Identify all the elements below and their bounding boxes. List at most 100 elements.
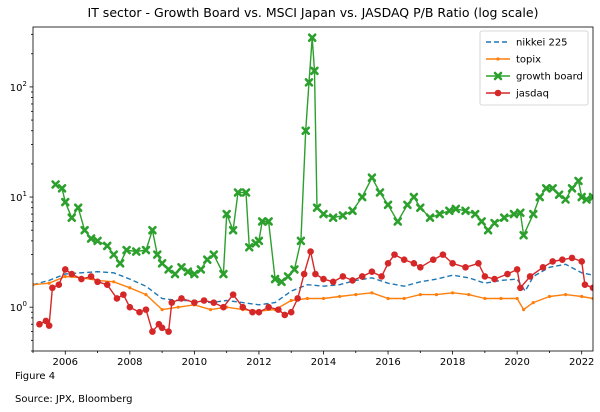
source-note: Source: JPX, Bloomberg <box>15 394 133 405</box>
data-point <box>78 275 85 283</box>
data-point <box>541 184 551 193</box>
data-point <box>559 256 566 263</box>
data-point <box>312 270 319 278</box>
data-point <box>103 281 111 288</box>
data-point <box>112 280 116 284</box>
data-point <box>287 308 295 316</box>
x-tick-label: 2014 <box>311 357 336 368</box>
legend-label: jasdaq <box>515 89 549 100</box>
figure-caption: Figure 4 <box>15 371 56 382</box>
data-point <box>290 265 299 274</box>
data-point <box>393 217 403 226</box>
data-point <box>122 245 131 255</box>
data-point <box>115 259 125 268</box>
data-point <box>305 296 309 301</box>
data-point <box>338 211 348 220</box>
data-point <box>304 78 314 87</box>
data-point <box>461 206 470 216</box>
data-point <box>481 273 489 280</box>
data-point <box>270 274 280 284</box>
data-point <box>391 251 398 258</box>
data-point <box>177 263 186 272</box>
data-point <box>233 188 243 197</box>
data-point <box>516 208 525 218</box>
data-point <box>265 303 272 311</box>
data-point <box>475 260 482 267</box>
series-line <box>33 263 593 306</box>
data-point <box>321 296 326 301</box>
x-tick-label: 2018 <box>440 357 465 368</box>
data-point <box>254 236 264 246</box>
data-point <box>191 299 198 306</box>
data-point <box>219 269 228 279</box>
data-point <box>55 281 63 288</box>
series-topix <box>33 274 593 313</box>
data-point <box>249 308 256 316</box>
data-point <box>528 209 538 219</box>
data-point <box>61 266 69 273</box>
plot-frame <box>32 26 594 352</box>
data-point <box>289 298 293 303</box>
data-point <box>283 272 293 281</box>
data-point <box>477 217 486 226</box>
data-point <box>87 273 95 280</box>
data-point <box>255 308 263 316</box>
data-point <box>449 260 456 267</box>
data-point <box>307 248 314 255</box>
data-point <box>383 200 393 210</box>
chart-title: IT sector - Growth Board vs. MSCI Japan … <box>88 5 539 20</box>
data-point <box>277 277 286 287</box>
data-point <box>526 273 534 280</box>
data-point <box>370 291 374 295</box>
data-point <box>515 296 519 301</box>
legend-label: growth board <box>516 72 583 83</box>
data-point <box>47 281 51 285</box>
x-tick-label: 2006 <box>53 357 78 368</box>
data-point <box>339 273 347 280</box>
data-point <box>348 206 357 216</box>
data-point <box>136 308 143 316</box>
x-axis: 2006 2008 2010 2012 2014 2016 2018 2020 2022 <box>32 351 594 368</box>
data-point <box>296 236 306 246</box>
series-nikkei-225 <box>33 263 593 306</box>
data-point <box>176 305 180 309</box>
data-point <box>239 303 247 311</box>
data-point <box>582 195 591 204</box>
legend-label: nikkei 225 <box>516 38 568 49</box>
data-point <box>563 293 568 297</box>
data-point <box>328 213 338 222</box>
data-point <box>548 184 557 193</box>
data-point <box>67 213 77 222</box>
data-point <box>400 256 408 263</box>
data-point <box>264 217 273 226</box>
data-point <box>202 255 212 264</box>
data-point <box>257 217 267 226</box>
data-point <box>522 308 526 312</box>
data-point <box>300 270 308 278</box>
data-point <box>378 273 385 280</box>
data-point <box>208 308 213 312</box>
x-tick-label: 2016 <box>375 357 400 368</box>
data-point <box>519 230 528 240</box>
data-point <box>513 266 521 273</box>
legend-marker <box>493 71 503 81</box>
data-point <box>418 293 422 297</box>
data-point <box>178 295 185 302</box>
data-point <box>222 209 231 219</box>
data-point <box>86 234 96 243</box>
data-point <box>275 306 282 313</box>
data-point <box>409 192 419 202</box>
data-point <box>148 225 157 235</box>
data-point <box>319 209 328 219</box>
data-point <box>403 200 412 210</box>
data-point <box>165 328 172 335</box>
data-point <box>509 209 519 219</box>
data-point <box>57 184 67 193</box>
data-point <box>126 303 134 311</box>
data-point <box>517 284 524 292</box>
data-point <box>539 264 547 271</box>
data-point <box>384 260 392 267</box>
data-point <box>281 311 289 319</box>
data-point <box>588 192 593 202</box>
data-point <box>483 225 493 235</box>
